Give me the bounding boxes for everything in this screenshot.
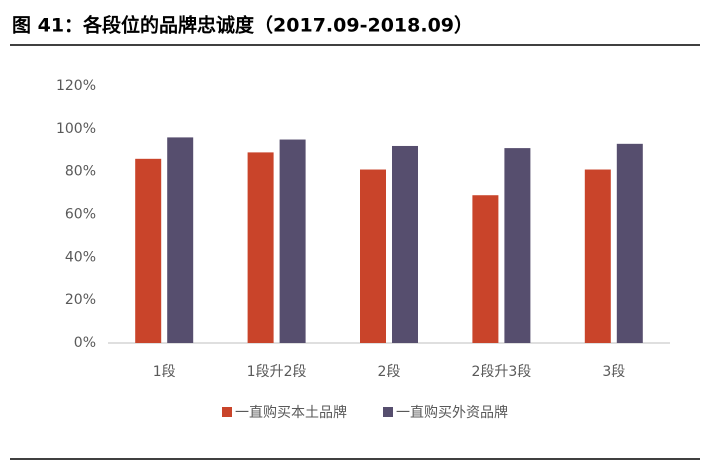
- bar: [279, 139, 306, 343]
- x-tick-label: 3段: [602, 364, 625, 380]
- x-tick-label: 2段升3段: [471, 364, 531, 380]
- bar: [135, 158, 162, 343]
- bar: [247, 152, 274, 343]
- legend-swatch: [383, 407, 393, 417]
- bar: [472, 195, 499, 343]
- legend-label: 一直购买外资品牌: [396, 404, 508, 421]
- bar: [616, 143, 643, 343]
- y-tick-label: 100%: [56, 121, 96, 137]
- x-tick-label: 1段升2段: [247, 364, 307, 380]
- y-tick-label: 0%: [74, 335, 96, 351]
- y-tick-label: 20%: [65, 292, 96, 308]
- bar: [167, 137, 194, 343]
- y-tick-label: 40%: [65, 249, 96, 265]
- x-tick-label: 1段: [153, 364, 176, 380]
- legend-label: 一直购买本土品牌: [235, 404, 347, 421]
- x-tick-label: 2段: [378, 364, 401, 380]
- bar: [360, 169, 386, 343]
- chart-title: 图 41：各段位的品牌忠诚度（2017.09-2018.09）: [12, 14, 473, 37]
- bar: [392, 145, 418, 343]
- y-tick-label: 80%: [65, 164, 96, 180]
- legend-swatch: [222, 407, 232, 417]
- bar: [504, 148, 531, 343]
- y-tick-label: 60%: [65, 207, 96, 223]
- y-tick-label: 120%: [56, 78, 96, 94]
- bar: [584, 169, 611, 343]
